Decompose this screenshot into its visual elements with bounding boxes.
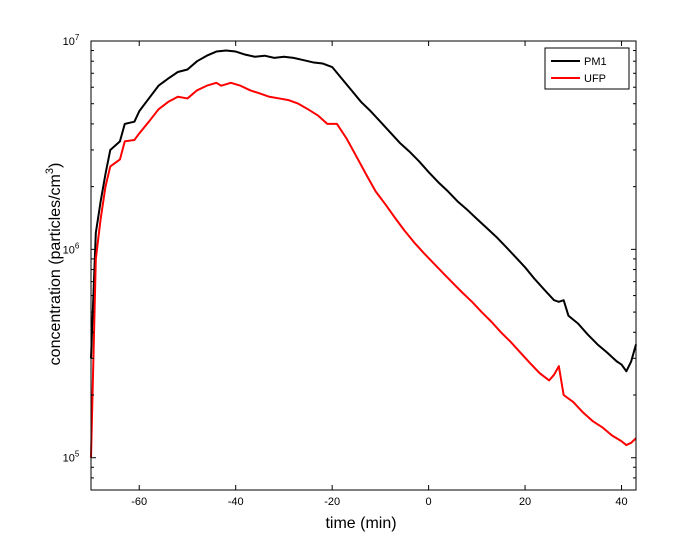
plot-background (91, 41, 636, 490)
y-tick-label: 105 (63, 450, 80, 465)
legend: PM1 UFP (544, 47, 630, 90)
x-tick-label: 0 (426, 496, 432, 508)
series-layer (90, 49, 637, 458)
x-tick-label: -20 (324, 496, 340, 508)
x-axis: -60 -40 -20 0 20 40 (131, 41, 628, 508)
plot-frame (90, 40, 637, 491)
legend-box (544, 47, 630, 90)
series-line-pm1 (90, 49, 637, 373)
y-tick-label: 106 (63, 241, 80, 256)
y-axis-title: concentration (particles/cm3) (44, 163, 64, 366)
series-line-ufp (90, 81, 637, 458)
x-tick-label: -60 (131, 496, 147, 508)
x-tick-label: -40 (228, 496, 244, 508)
x-tick-label: 20 (519, 496, 531, 508)
legend-label-pm1: PM1 (584, 56, 607, 68)
y-tick-label: 107 (63, 33, 80, 48)
y-axis: 105 106 107 (63, 33, 636, 491)
x-tick-label: 40 (615, 496, 627, 508)
legend-label-ufp: UFP (584, 73, 606, 85)
x-axis-title: time (min) (325, 515, 396, 532)
